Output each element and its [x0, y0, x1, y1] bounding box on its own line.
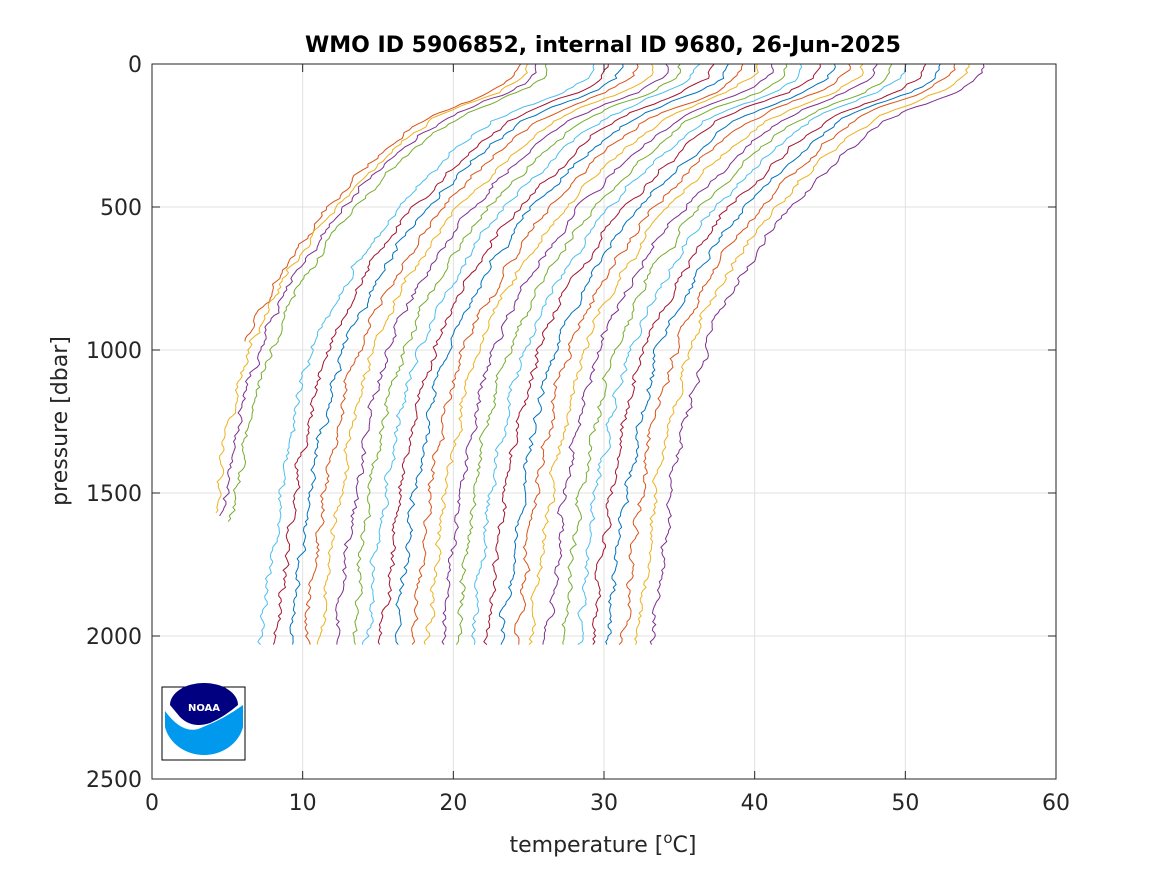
- noaa-logo: NOAA: [161, 683, 246, 761]
- x-tick-label: 50: [891, 791, 919, 816]
- logo-text: NOAA: [188, 703, 220, 714]
- x-tick-label: 20: [439, 791, 467, 816]
- profile-line: [352, 63, 682, 645]
- profile-line: [618, 63, 956, 645]
- x-tick-label: 10: [289, 791, 317, 816]
- profile-line: [394, 63, 729, 645]
- y-axis-label: pressure [dbar]: [48, 336, 73, 506]
- profile-line: [227, 64, 548, 522]
- profile-line: [316, 63, 654, 645]
- profile-line: [591, 63, 927, 645]
- x-tick-label: 60: [1042, 791, 1070, 816]
- profile-line: [528, 63, 864, 645]
- profile-line: [441, 63, 774, 645]
- profile-line: [455, 63, 788, 645]
- profile-line: [498, 63, 836, 645]
- profile-line: [215, 63, 528, 514]
- profile-line: [335, 63, 669, 645]
- profile-line: [411, 63, 744, 645]
- x-tick-labels: 0 10 20 30 40 50 60: [145, 791, 1070, 816]
- profile-line: [634, 64, 970, 645]
- profile-line: [483, 63, 821, 645]
- series-layer: [215, 63, 985, 646]
- logo-wave: [165, 705, 243, 756]
- profile-line: [577, 63, 907, 646]
- profile-line: [361, 63, 701, 645]
- x-axis-label: temperature [oC]: [509, 829, 696, 858]
- profile-line: [304, 63, 639, 645]
- profile-line: [272, 63, 609, 645]
- x-tick-label: 30: [590, 791, 618, 816]
- profile-line: [219, 63, 537, 517]
- logo-top: [170, 683, 238, 725]
- profile-line: [514, 63, 851, 645]
- chart-title: WMO ID 5906852, internal ID 9680, 26-Jun…: [305, 33, 901, 58]
- profile-line: [649, 63, 985, 645]
- profile-line: [605, 63, 941, 645]
- ticks: [151, 63, 1057, 780]
- y-tick-label: 2500: [86, 768, 142, 793]
- y-tick-label: 0: [128, 53, 142, 78]
- x-tick-label: 40: [741, 791, 769, 816]
- y-tick-label: 1000: [86, 339, 142, 364]
- y-tick-label: 2000: [86, 625, 142, 650]
- profile-line: [244, 63, 522, 342]
- profile-line: [423, 63, 759, 645]
- y-tick-label: 500: [100, 196, 142, 221]
- profile-line: [471, 63, 803, 645]
- y-tick-labels: 0 500 1000 1500 2000 2500: [86, 53, 142, 793]
- profile-line: [377, 63, 715, 645]
- y-tick-label: 1500: [86, 482, 142, 507]
- x-tick-label: 0: [145, 791, 159, 816]
- profile-line: [542, 63, 878, 645]
- profile-line: [257, 63, 595, 645]
- profile-line: [289, 63, 624, 645]
- profile-line: [561, 63, 893, 645]
